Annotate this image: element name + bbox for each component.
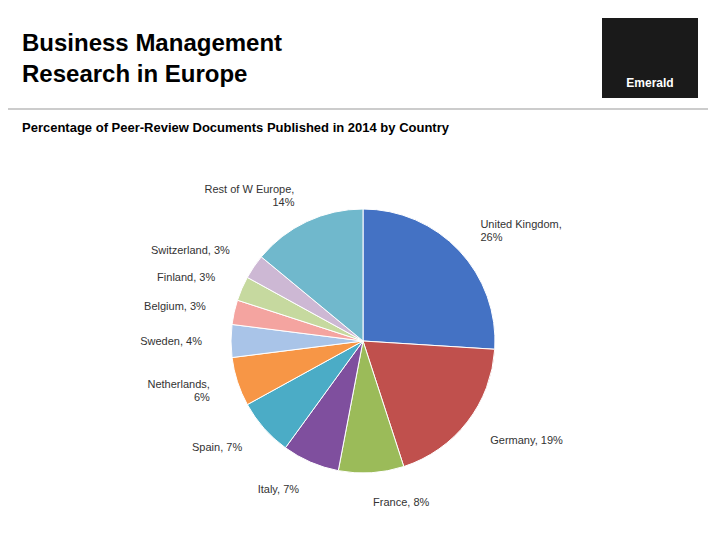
svg-text:Rest of W Europe,14%: Rest of W Europe,14% xyxy=(205,183,295,208)
svg-text:France, 8%: France, 8% xyxy=(373,496,429,508)
html-text:Emerald: Emerald xyxy=(626,76,674,90)
svg-text:Italy, 7%: Italy, 7% xyxy=(258,483,300,495)
svg-text:United Kingdom,26%: United Kingdom,26% xyxy=(480,218,561,243)
html-text:Percentage of Peer-Review Docu: Percentage of Peer-Review Documents Publ… xyxy=(22,119,449,135)
svg-text:Netherlands,6%: Netherlands,6% xyxy=(147,378,210,403)
svg-text:Germany, 19%: Germany, 19% xyxy=(490,434,563,446)
svg-text:Sweden, 4%: Sweden, 4% xyxy=(140,335,202,347)
html-text:Research in Europe: Research in Europe xyxy=(22,60,248,87)
html-text:Business Management: Business Management xyxy=(22,28,283,56)
svg-text:Belgium, 3%: Belgium, 3% xyxy=(144,300,206,312)
svg-text:Spain, 7%: Spain, 7% xyxy=(192,441,242,453)
svg-text:Switzerland, 3%: Switzerland, 3% xyxy=(151,244,230,256)
svg-text:Finland, 3%: Finland, 3% xyxy=(157,271,215,283)
